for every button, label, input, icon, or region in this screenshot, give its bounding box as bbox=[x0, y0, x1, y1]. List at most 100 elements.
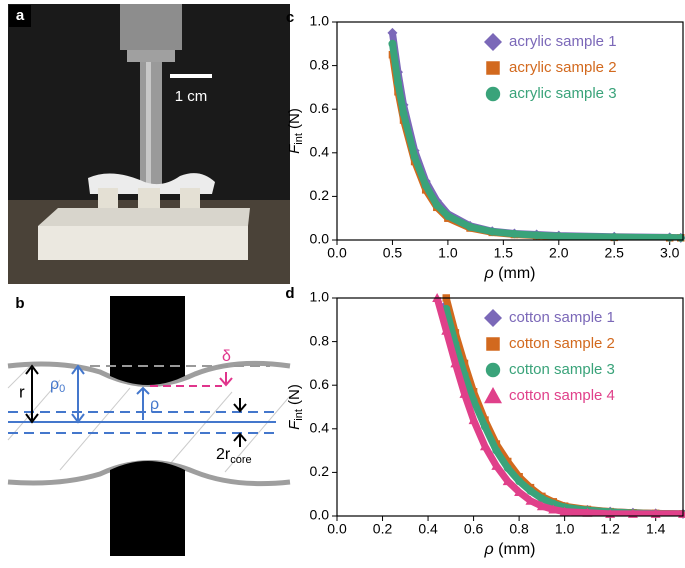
marker bbox=[387, 27, 398, 38]
x-label-symbol: ρ bbox=[484, 541, 494, 558]
marker bbox=[536, 501, 547, 511]
y-label-sub: int bbox=[293, 133, 305, 145]
y-tick-label: 0.6 bbox=[310, 100, 330, 116]
y-label-sub: int bbox=[293, 409, 305, 421]
y-label-symbol: F bbox=[286, 144, 303, 154]
photo: a 1 cm bbox=[8, 4, 290, 284]
x-tick-label: 1.2 bbox=[600, 521, 620, 537]
y-tick-label: 0.8 bbox=[310, 56, 330, 72]
marker bbox=[468, 415, 479, 425]
y-tick-label: 0.0 bbox=[310, 507, 330, 523]
panel-label: d bbox=[285, 285, 294, 302]
y-label-unit: (N) bbox=[286, 108, 303, 129]
marker bbox=[466, 222, 475, 231]
x-tick-label: 0.5 bbox=[383, 245, 403, 261]
legend-label: acrylic sample 2 bbox=[509, 59, 617, 76]
x-axis-label: ρ (mm) bbox=[484, 541, 536, 558]
series-line bbox=[442, 297, 683, 516]
marker bbox=[515, 477, 524, 486]
y-tick-label: 0.2 bbox=[310, 463, 330, 479]
marker bbox=[441, 325, 452, 335]
y-tick-label: 1.0 bbox=[310, 13, 330, 29]
marker bbox=[469, 396, 478, 405]
marker bbox=[393, 79, 402, 88]
marker bbox=[486, 337, 500, 351]
scale-bar-label: 1 cm bbox=[175, 88, 208, 105]
plot-frame bbox=[336, 297, 684, 517]
marker bbox=[484, 309, 502, 327]
marker bbox=[491, 460, 502, 470]
x-tick-label: 0.8 bbox=[509, 521, 529, 537]
marker bbox=[421, 181, 430, 190]
y-tick-label: 0.8 bbox=[310, 332, 330, 348]
marker bbox=[479, 441, 490, 451]
x-tick-label: 0.4 bbox=[418, 521, 438, 537]
panel-label: b bbox=[15, 295, 24, 312]
marker bbox=[554, 232, 563, 241]
marker bbox=[485, 86, 501, 102]
legend-label: cotton sample 2 bbox=[509, 335, 615, 352]
marker bbox=[388, 39, 397, 48]
marker bbox=[510, 229, 519, 238]
x-label-unit: (mm) bbox=[498, 265, 535, 282]
y-tick-label: 0.4 bbox=[310, 420, 330, 436]
marker bbox=[503, 464, 512, 473]
marker bbox=[492, 446, 501, 455]
y-tick-label: 0.6 bbox=[310, 376, 330, 392]
y-axis-label: Fint (N) bbox=[286, 384, 305, 430]
core-label: 2rcore bbox=[216, 446, 252, 466]
marker bbox=[503, 457, 512, 466]
marker bbox=[484, 33, 502, 51]
marker bbox=[488, 227, 497, 236]
legend-label: acrylic sample 1 bbox=[509, 33, 617, 50]
x-axis-label: ρ (mm) bbox=[484, 265, 536, 282]
marker bbox=[450, 358, 461, 368]
legend-label: acrylic sample 3 bbox=[509, 85, 617, 102]
x-tick-label: 1.0 bbox=[555, 521, 575, 537]
x-tick-label: 0.0 bbox=[327, 245, 347, 261]
y-tick-label: 0.2 bbox=[310, 187, 330, 203]
x-tick-label: 1.5 bbox=[494, 245, 514, 261]
plot-frame bbox=[336, 21, 684, 241]
r-label: r bbox=[19, 382, 25, 401]
x-tick-label: 3.0 bbox=[660, 245, 680, 261]
y-tick-label: 1.0 bbox=[310, 289, 330, 305]
panel-label: a bbox=[16, 7, 25, 24]
x-tick-label: 1.0 bbox=[438, 245, 458, 261]
core-sub: core bbox=[230, 454, 251, 466]
x-tick-label: 2.5 bbox=[605, 245, 625, 261]
y-axis-label: Fint (N) bbox=[286, 108, 305, 154]
marker bbox=[514, 487, 525, 497]
delta-label: δ bbox=[222, 348, 231, 365]
marker bbox=[484, 387, 502, 404]
marker bbox=[485, 362, 501, 378]
legend-label: cotton sample 3 bbox=[509, 361, 615, 378]
series bbox=[442, 297, 683, 516]
marker bbox=[486, 61, 500, 75]
rho0-symbol: ρ bbox=[50, 376, 59, 393]
marker bbox=[525, 495, 536, 505]
series bbox=[433, 297, 683, 516]
x-tick-label: 0.0 bbox=[327, 521, 347, 537]
legend-label: cotton sample 4 bbox=[509, 387, 615, 404]
x-tick-label: 0.6 bbox=[464, 521, 484, 537]
marker bbox=[432, 201, 441, 210]
rho-label: ρ bbox=[150, 396, 159, 413]
diagram: b r ρ0 ρ δ 2rcore bbox=[7, 295, 291, 556]
x-tick-label: 0.2 bbox=[373, 521, 393, 537]
y-tick-label: 0.4 bbox=[310, 144, 330, 160]
x-label-symbol: ρ bbox=[484, 265, 494, 282]
x-label-unit: (mm) bbox=[498, 541, 535, 558]
x-tick-label: 2.0 bbox=[549, 245, 569, 261]
marker bbox=[559, 506, 570, 516]
marker bbox=[548, 504, 559, 514]
marker bbox=[410, 153, 419, 162]
marker bbox=[526, 486, 535, 495]
rho0-sub: 0 bbox=[59, 383, 65, 395]
marker bbox=[582, 507, 593, 517]
y-label-unit: (N) bbox=[286, 384, 303, 405]
marker bbox=[459, 388, 470, 398]
y-label-symbol: F bbox=[286, 420, 303, 430]
panel-label: c bbox=[286, 9, 294, 26]
